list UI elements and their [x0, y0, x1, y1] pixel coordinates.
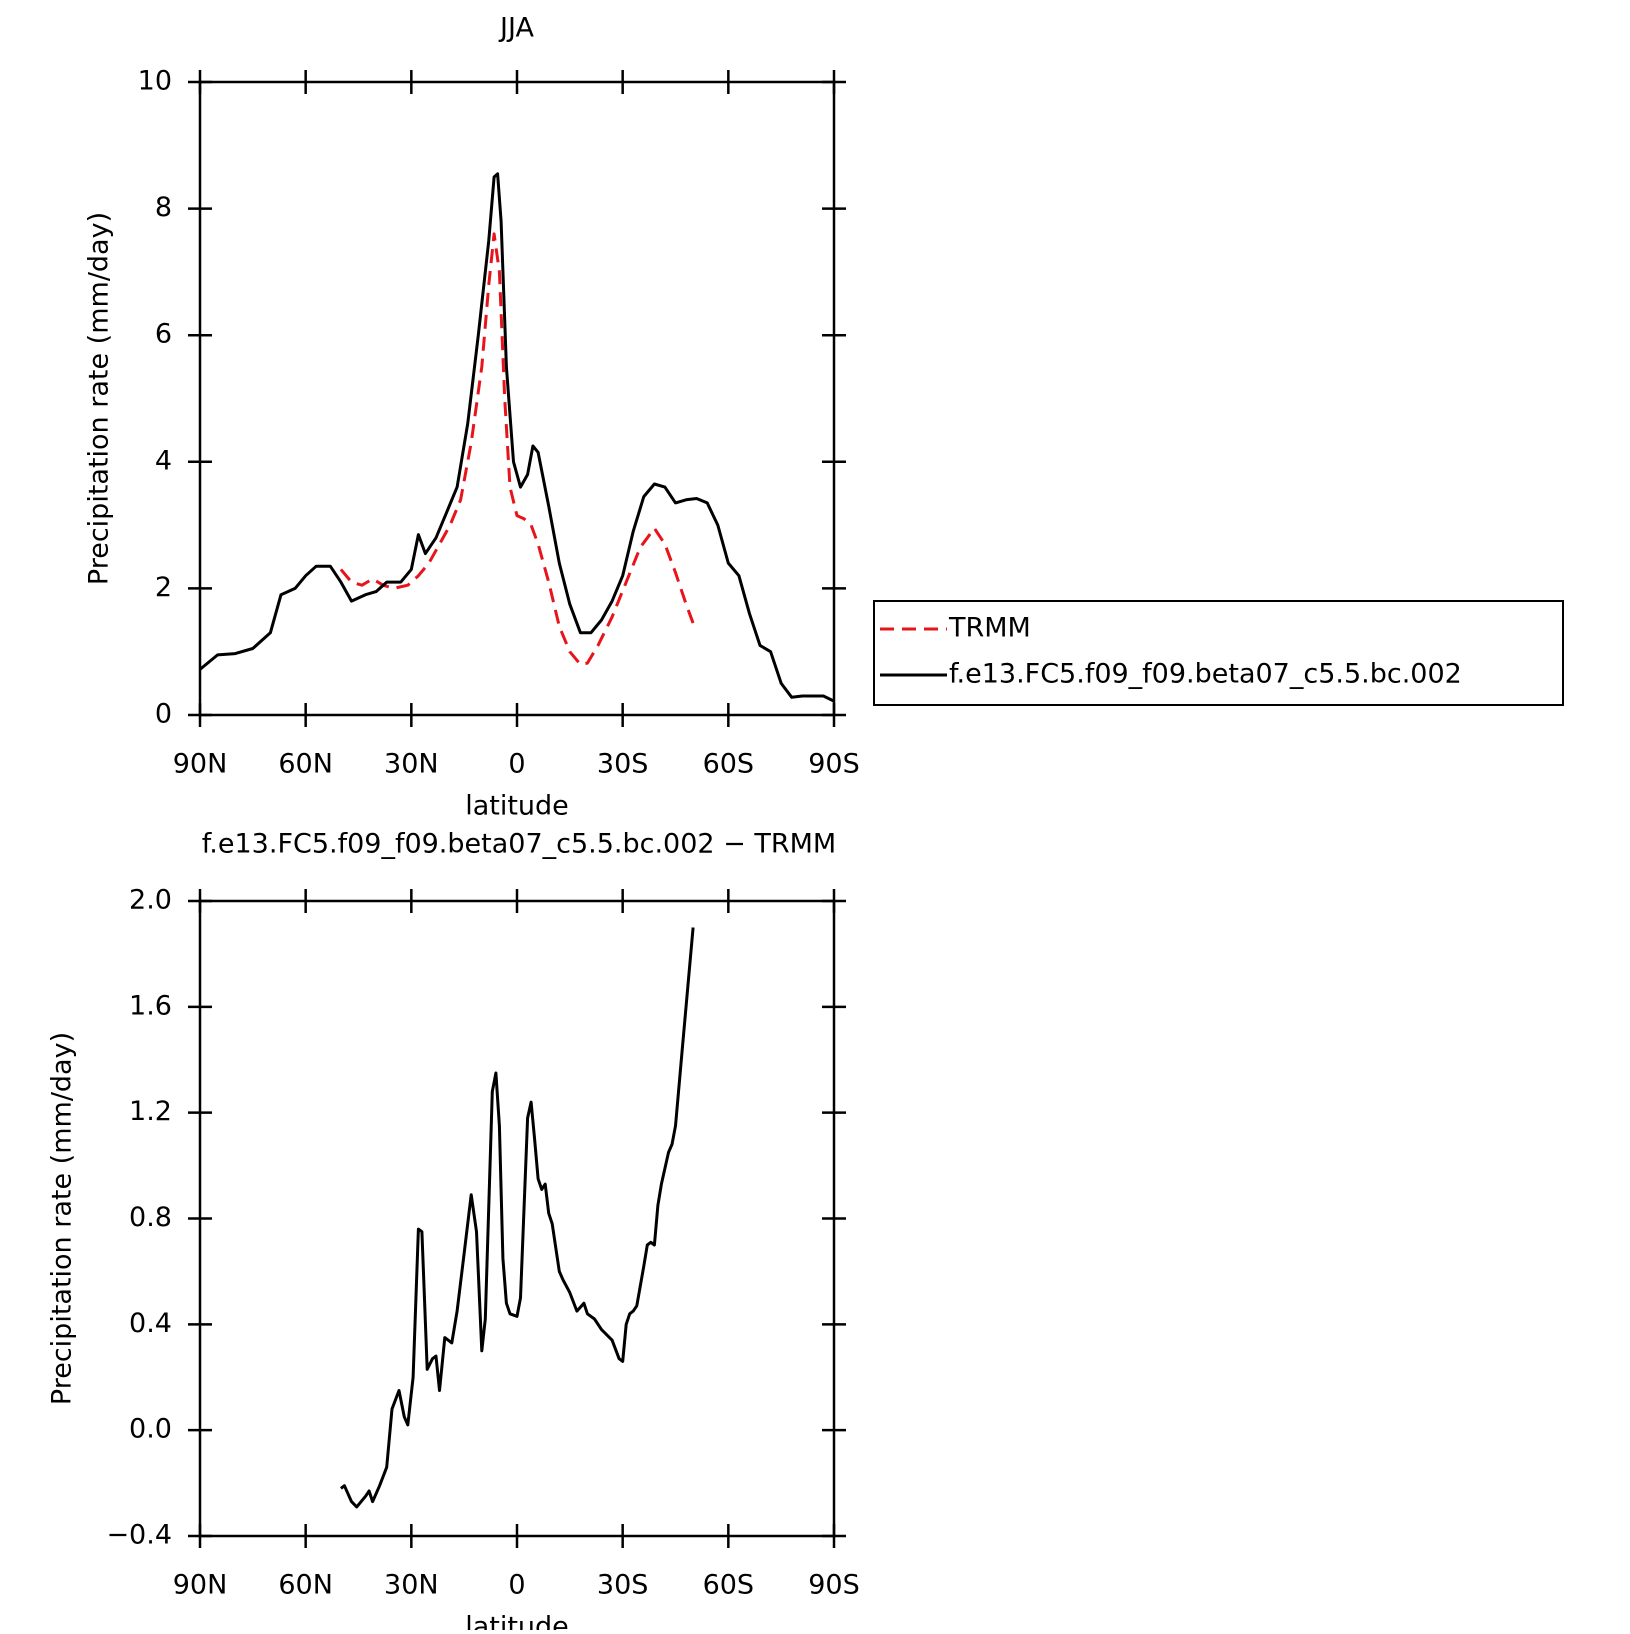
y-tick-label: 2	[155, 572, 172, 603]
x-tick-label: 90S	[808, 1570, 860, 1601]
x-tick-label: 60N	[278, 1570, 333, 1601]
x-tick-label: 30N	[384, 749, 439, 780]
x-tick-label: 60S	[703, 1570, 755, 1601]
x-tick-label: 30S	[597, 749, 649, 780]
legend-label: TRMM	[948, 613, 1031, 644]
y-tick-label: 0.4	[129, 1308, 172, 1339]
y-tick-label: 0	[155, 699, 172, 730]
x-axis-label: latitude	[465, 1612, 569, 1631]
chart-title: f.e13.FC5.f09_f09.beta07_c5.5.bc.002 − T…	[202, 829, 836, 860]
legend-label: f.e13.FC5.f09_f09.beta07_c5.5.bc.002	[949, 659, 1462, 690]
y-tick-label: 10	[138, 66, 172, 97]
y-tick-label: 4	[155, 445, 172, 476]
y-tick-label: 2.0	[129, 885, 172, 916]
chart-title: JJA	[498, 13, 534, 44]
legend: TRMM f.e13.FC5.f09_f09.beta07_c5.5.bc.002	[873, 600, 1564, 706]
y-tick-label: 0.0	[129, 1414, 172, 1445]
x-tick-label: 90N	[173, 1570, 228, 1601]
legend-box	[873, 600, 1564, 706]
y-tick-label: 1.6	[129, 990, 172, 1021]
y-tick-label: 0.8	[129, 1202, 172, 1233]
data-line	[339, 232, 695, 666]
y-tick-label: −0.4	[106, 1520, 172, 1551]
y-tick-label: 1.2	[129, 1096, 172, 1127]
y-tick-label: 6	[155, 319, 172, 350]
x-tick-label: 30N	[384, 1570, 439, 1601]
x-tick-label: 90S	[808, 749, 860, 780]
x-tick-label: 90N	[173, 749, 228, 780]
x-axis-label: latitude	[465, 791, 569, 822]
y-axis-label: Precipitation rate (mm/day)	[47, 1032, 78, 1405]
data-line	[199, 172, 835, 703]
x-tick-label: 30S	[597, 1570, 649, 1601]
plot-frame	[198, 899, 836, 1538]
data-line	[339, 927, 695, 1509]
x-tick-label: 0	[508, 1570, 525, 1601]
y-axis-label: Precipitation rate (mm/day)	[84, 212, 115, 585]
x-tick-label: 60S	[703, 749, 755, 780]
y-tick-label: 8	[155, 192, 172, 223]
plot-frame	[198, 80, 836, 717]
x-tick-label: 60N	[278, 749, 333, 780]
x-tick-label: 0	[508, 749, 525, 780]
